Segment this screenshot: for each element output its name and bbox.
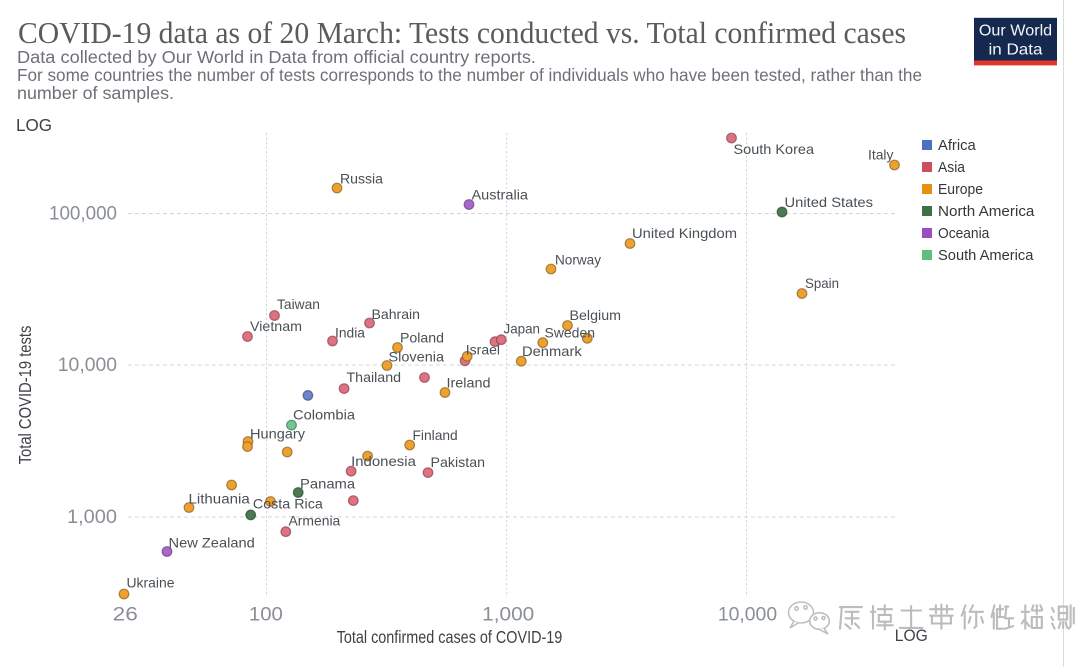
svg-text:Bahrain: Bahrain	[372, 306, 421, 322]
svg-text:Denmark: Denmark	[522, 343, 583, 359]
svg-text:New Zealand: New Zealand	[169, 535, 255, 551]
svg-text:Europe: Europe	[938, 182, 983, 198]
svg-text:Lithuania: Lithuania	[189, 491, 250, 507]
svg-text:Costa Rica: Costa Rica	[253, 496, 323, 512]
svg-text:in Data: in Data	[989, 41, 1043, 58]
svg-text:Total COVID-19 tests: Total COVID-19 tests	[15, 326, 35, 465]
svg-text:LOG: LOG	[16, 115, 52, 135]
svg-text:North America: North America	[938, 204, 1035, 220]
svg-text:Asia: Asia	[938, 160, 966, 176]
svg-text:Slovenia: Slovenia	[389, 349, 445, 365]
svg-text:Australia: Australia	[472, 187, 529, 203]
svg-text:LOG: LOG	[895, 627, 928, 645]
svg-text:Italy: Italy	[868, 147, 893, 163]
svg-text:Poland: Poland	[400, 330, 444, 346]
svg-text:Belgium: Belgium	[570, 307, 622, 323]
svg-text:Armenia: Armenia	[289, 513, 341, 529]
svg-text:Vietnam: Vietnam	[250, 318, 302, 334]
svg-text:Panama: Panama	[300, 476, 355, 492]
svg-text:Norway: Norway	[555, 252, 601, 268]
svg-text:Finland: Finland	[413, 427, 458, 443]
svg-text:For some countries the number: For some countries the number of tests c…	[17, 65, 922, 85]
svg-text:Total confirmed cases of COVID: Total confirmed cases of COVID-19	[337, 627, 563, 647]
svg-text:Data collected by Our World in: Data collected by Our World in Data from…	[17, 47, 536, 67]
svg-text:Hungary: Hungary	[250, 426, 305, 442]
svg-text:Africa: Africa	[938, 138, 977, 154]
svg-text:10,000: 10,000	[718, 604, 777, 625]
svg-text:Russia: Russia	[340, 171, 383, 187]
svg-text:number of samples.: number of samples.	[17, 83, 174, 103]
svg-text:Japan: Japan	[504, 321, 541, 337]
svg-text:Indonesia: Indonesia	[351, 453, 416, 469]
svg-text:26: 26	[113, 604, 138, 625]
svg-text:Taiwan: Taiwan	[277, 296, 320, 312]
svg-text:10,000: 10,000	[58, 355, 117, 376]
svg-text:South Korea: South Korea	[734, 141, 815, 157]
svg-text:Spain: Spain	[805, 275, 839, 291]
svg-text:100,000: 100,000	[49, 203, 117, 224]
svg-text:Sweden: Sweden	[545, 325, 596, 341]
svg-text:United States: United States	[785, 194, 874, 210]
svg-text:India: India	[335, 325, 365, 341]
svg-text:Ireland: Ireland	[447, 375, 491, 391]
svg-text:100: 100	[249, 604, 283, 625]
svg-text:1,000: 1,000	[67, 507, 117, 528]
svg-text:United Kingdom: United Kingdom	[632, 225, 737, 241]
svg-text:COVID-19 data as of 20 March:: COVID-19 data as of 20 March: Tests cond…	[18, 16, 906, 50]
svg-text:South America: South America	[938, 248, 1034, 264]
svg-text:Ukraine: Ukraine	[127, 575, 175, 591]
svg-text:Pakistan: Pakistan	[431, 454, 486, 470]
svg-text:Israel: Israel	[466, 342, 500, 358]
svg-text:Oceania: Oceania	[938, 226, 990, 242]
svg-text:Colombia: Colombia	[293, 407, 355, 423]
svg-text:Our World: Our World	[979, 23, 1052, 40]
svg-text:1,000: 1,000	[482, 604, 534, 625]
svg-text:Thailand: Thailand	[347, 369, 402, 385]
